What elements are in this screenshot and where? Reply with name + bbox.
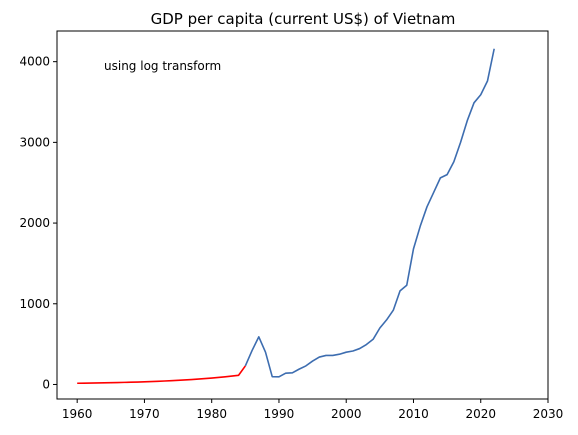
x-tick-label: 2000 [331, 407, 362, 421]
series-line-early [77, 365, 246, 385]
y-axis: 0 1000 2000 3000 4000 [19, 55, 57, 391]
chart-title: GDP per capita (current US$) of Vietnam [151, 10, 456, 28]
chart-annotation: using log transform [104, 59, 221, 73]
x-tick-label: 2020 [465, 407, 496, 421]
series-layer [77, 48, 495, 385]
series-line-main [244, 48, 495, 378]
x-tick-label: 1970 [129, 407, 160, 421]
x-tick-label: 1980 [196, 407, 227, 421]
plot-frame [56, 30, 549, 400]
x-tick-label: 2030 [533, 407, 564, 421]
y-tick-label: 2000 [19, 216, 50, 230]
y-tick-label: 0 [42, 377, 50, 391]
x-axis: 1960 1970 1980 1990 2000 2010 2020 2030 [62, 399, 563, 421]
y-tick-label: 3000 [19, 135, 50, 149]
y-tick-label: 1000 [19, 297, 50, 311]
y-tick-label: 4000 [19, 55, 50, 69]
x-tick-label: 1960 [62, 407, 93, 421]
x-tick-label: 1990 [264, 407, 295, 421]
x-tick-label: 2010 [398, 407, 429, 421]
